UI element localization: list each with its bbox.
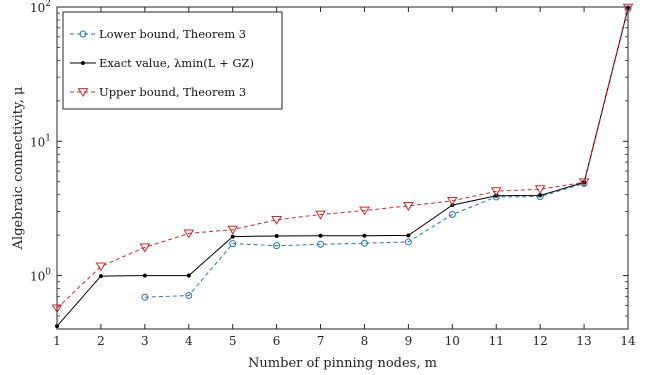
data-point: [534, 185, 546, 195]
data-point: [360, 239, 368, 247]
data-point: [95, 262, 107, 272]
x-tick-label: 3: [141, 334, 149, 348]
data-point: [141, 293, 149, 301]
y-tick-label: 100: [30, 268, 51, 284]
y-tick-label: 102: [30, 0, 51, 15]
data-point: [622, 3, 634, 13]
x-tick-label: 14: [620, 334, 636, 348]
data-point: [98, 274, 103, 279]
legend-entry: Upper bound, Theorem 3: [70, 85, 246, 99]
series-exact-value-min-l-gz: [54, 6, 631, 329]
x-tick-label: 12: [533, 334, 548, 348]
data-point: [51, 304, 63, 314]
legend-marker: [80, 60, 86, 66]
series-line: [56, 8, 629, 327]
legend: Lower bound, Theorem 3 Exact value, λmin(…: [62, 11, 283, 110]
series-line: [56, 7, 629, 309]
x-tick-label: 10: [445, 334, 460, 348]
data-point: [186, 273, 191, 278]
data-point: [54, 324, 60, 329]
x-tick-label: 1: [53, 334, 61, 348]
data-point: [404, 238, 412, 246]
data-point: [273, 242, 281, 250]
data-point: [139, 243, 151, 253]
x-axis-label: Number of pinning nodes, m: [248, 356, 437, 371]
data-point: [578, 178, 590, 188]
series-upper-bound-theorem-3: [51, 3, 634, 314]
x-tick-label: 8: [361, 334, 369, 348]
legend-label: Exact value, λmin(L + GZ): [99, 56, 254, 70]
data-point: [227, 225, 239, 235]
x-tick-label: 9: [405, 334, 413, 348]
legend-label: Upper bound, Theorem 3: [99, 85, 246, 99]
data-point: [142, 273, 147, 278]
x-tick-label: 13: [576, 334, 591, 348]
data-point: [362, 233, 367, 238]
x-tick-label: 7: [317, 334, 325, 348]
legend-entry: Lower bound, Theorem 3: [70, 27, 246, 41]
x-tick-label: 2: [97, 334, 105, 348]
x-tick-label: 4: [185, 334, 193, 348]
data-point: [315, 210, 326, 220]
x-tick-label: 5: [229, 334, 237, 348]
y-tick-label: 101: [30, 133, 51, 149]
data-point: [446, 196, 458, 206]
data-point: [230, 234, 235, 239]
data-point: [318, 233, 323, 238]
data-point: [359, 206, 370, 216]
data-point: [317, 240, 325, 248]
data-point: [229, 240, 237, 248]
x-tick-label: 11: [489, 334, 504, 348]
legend-entry: Exact value, λmin(L + GZ): [70, 56, 254, 70]
data-point: [448, 210, 456, 218]
data-point: [183, 229, 195, 239]
data-point: [271, 215, 283, 225]
data-point: [490, 187, 502, 197]
legend-marker: [79, 30, 87, 38]
data-point: [185, 292, 193, 300]
legend-marker: [77, 88, 89, 98]
series-line: [144, 8, 629, 298]
y-axis-label: Algebraic connectivity, μ: [11, 87, 26, 251]
data-point: [538, 193, 543, 198]
legend-box: [62, 11, 283, 110]
x-tick-label: 6: [273, 334, 281, 348]
legend-label: Lower bound, Theorem 3: [99, 27, 246, 41]
data-point: [406, 233, 411, 238]
data-point: [402, 202, 414, 211]
data-point: [274, 233, 279, 239]
